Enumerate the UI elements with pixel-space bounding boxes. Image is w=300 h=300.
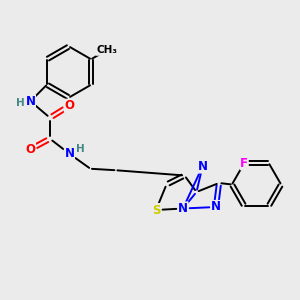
Text: S: S bbox=[152, 203, 160, 217]
Text: CH₃: CH₃ bbox=[96, 45, 117, 55]
Text: H: H bbox=[76, 144, 84, 154]
Text: N: N bbox=[211, 200, 221, 214]
Text: H: H bbox=[16, 98, 25, 108]
Text: O: O bbox=[26, 143, 35, 156]
Text: N: N bbox=[197, 160, 208, 173]
Text: N: N bbox=[178, 202, 188, 215]
Text: N: N bbox=[26, 95, 35, 108]
Text: N: N bbox=[64, 147, 74, 160]
Text: O: O bbox=[64, 99, 74, 112]
Text: F: F bbox=[240, 157, 248, 170]
